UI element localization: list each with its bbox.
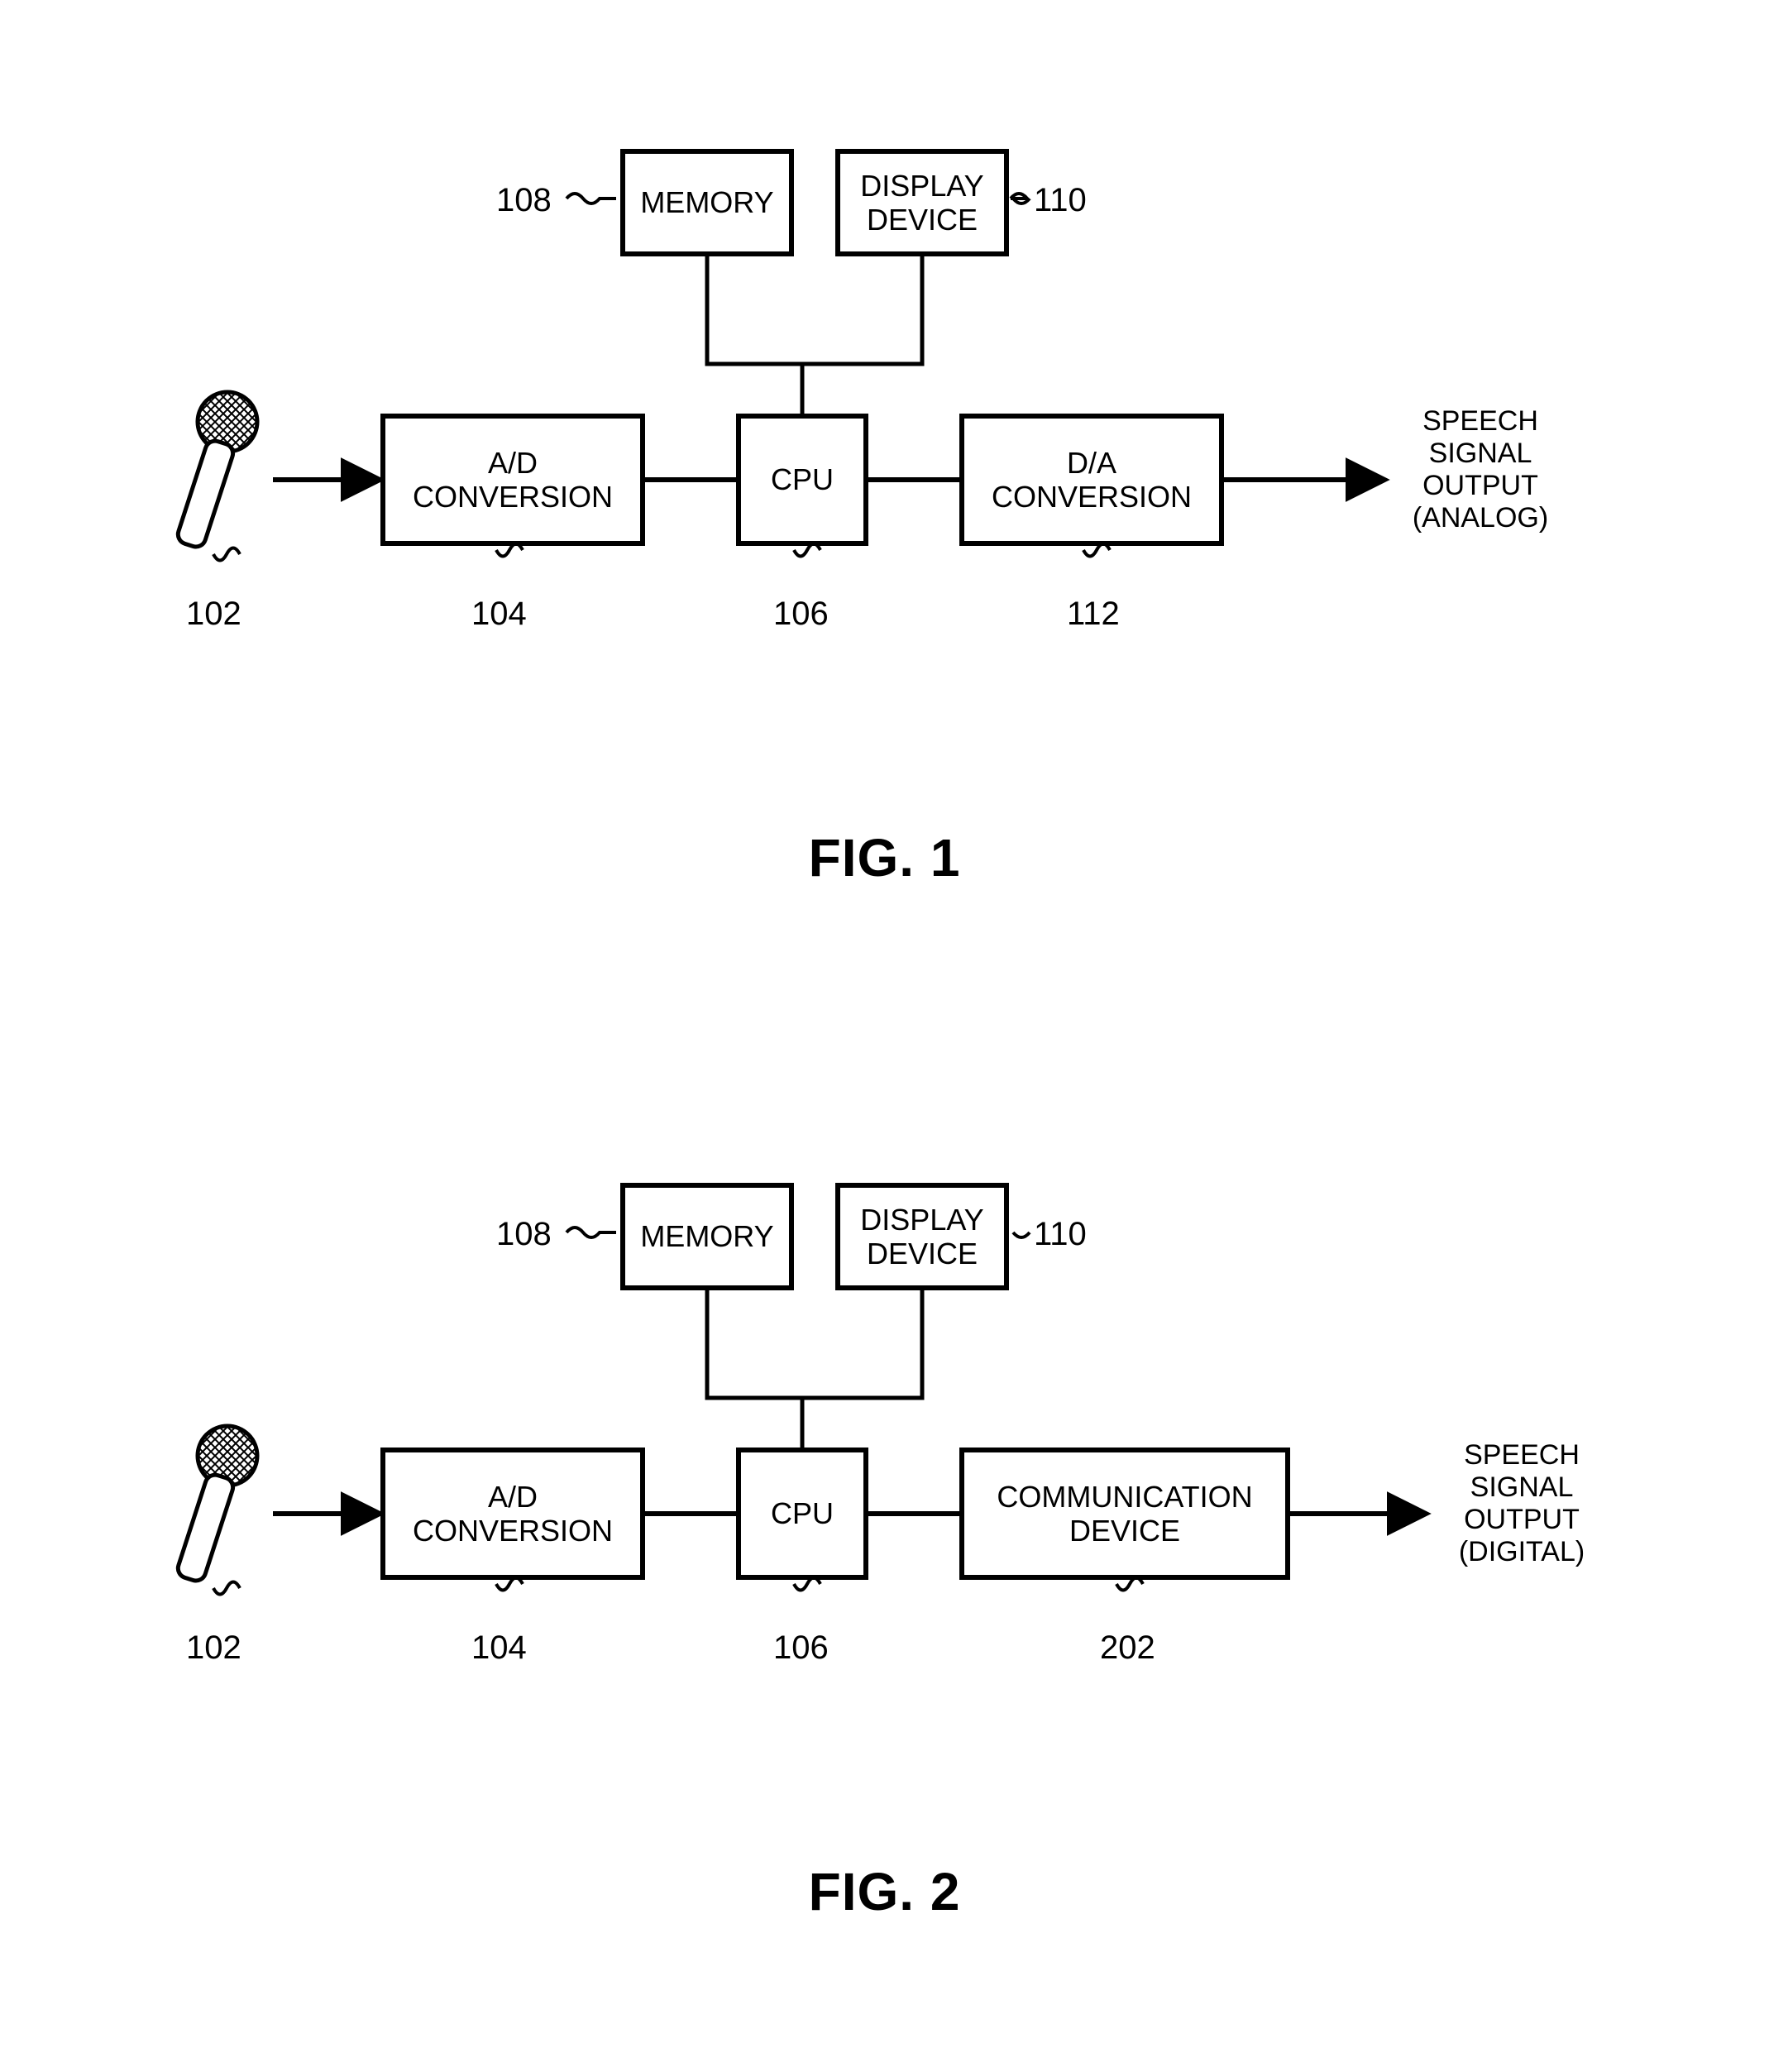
figure-1-diagram: MEMORY DISPLAYDEVICE A/DCONVERSION CPU D…	[0, 149, 1769, 645]
box-comm: COMMUNICATIONDEVICE	[959, 1448, 1290, 1580]
ref-mic: 102	[186, 596, 241, 633]
box-adc-2: A/DCONVERSION	[380, 1448, 645, 1580]
output-label: SPEECHSIGNALOUTPUT(ANALOG)	[1398, 405, 1563, 534]
box-da: D/ACONVERSION	[959, 414, 1224, 546]
figure-2-title: FIG. 2	[0, 1861, 1769, 1922]
figure-1-title: FIG. 1	[0, 827, 1769, 888]
microphone-icon-2	[175, 1426, 257, 1583]
box-adc: A/DCONVERSION	[380, 414, 645, 546]
box-comm-label: COMMUNICATIONDEVICE	[997, 1480, 1252, 1548]
box-da-label: D/ACONVERSION	[992, 446, 1192, 514]
box-display: DISPLAYDEVICE	[835, 149, 1009, 256]
figure-2-diagram: MEMORY DISPLAYDEVICE A/DCONVERSION CPU C…	[0, 1183, 1769, 1679]
box-cpu: CPU	[736, 414, 868, 546]
box-memory-label: MEMORY	[640, 185, 773, 219]
ref-comm: 202	[1100, 1629, 1155, 1667]
box-memory: MEMORY	[620, 149, 794, 256]
ref-memory: 108	[496, 182, 552, 219]
figure-1-container: MEMORY DISPLAYDEVICE A/DCONVERSION CPU D…	[0, 149, 1769, 645]
ref-mic-2: 102	[186, 1629, 241, 1667]
box-memory-label-2: MEMORY	[640, 1219, 773, 1253]
box-display-label-2: DISPLAYDEVICE	[860, 1203, 983, 1271]
ref-da: 112	[1067, 596, 1120, 633]
ref-cpu: 106	[773, 596, 829, 633]
ref-display: 110	[1034, 182, 1087, 219]
box-cpu-2: CPU	[736, 1448, 868, 1580]
box-cpu-label-2: CPU	[771, 1496, 834, 1530]
figure-2-container: MEMORY DISPLAYDEVICE A/DCONVERSION CPU C…	[0, 1183, 1769, 1679]
box-memory-2: MEMORY	[620, 1183, 794, 1290]
microphone-icon	[175, 392, 257, 549]
ref-cpu-2: 106	[773, 1629, 829, 1667]
box-adc-label-2: A/DCONVERSION	[413, 1480, 613, 1548]
output-label-2: SPEECHSIGNALOUTPUT(DIGITAL)	[1439, 1439, 1604, 1568]
ref-memory-2: 108	[496, 1216, 552, 1253]
ref-adc-2: 104	[471, 1629, 527, 1667]
box-adc-label: A/DCONVERSION	[413, 446, 613, 514]
box-display-2: DISPLAYDEVICE	[835, 1183, 1009, 1290]
box-display-label: DISPLAYDEVICE	[860, 169, 983, 237]
ref-adc: 104	[471, 596, 527, 633]
ref-display-2: 110	[1034, 1216, 1087, 1253]
box-cpu-label: CPU	[771, 462, 834, 496]
